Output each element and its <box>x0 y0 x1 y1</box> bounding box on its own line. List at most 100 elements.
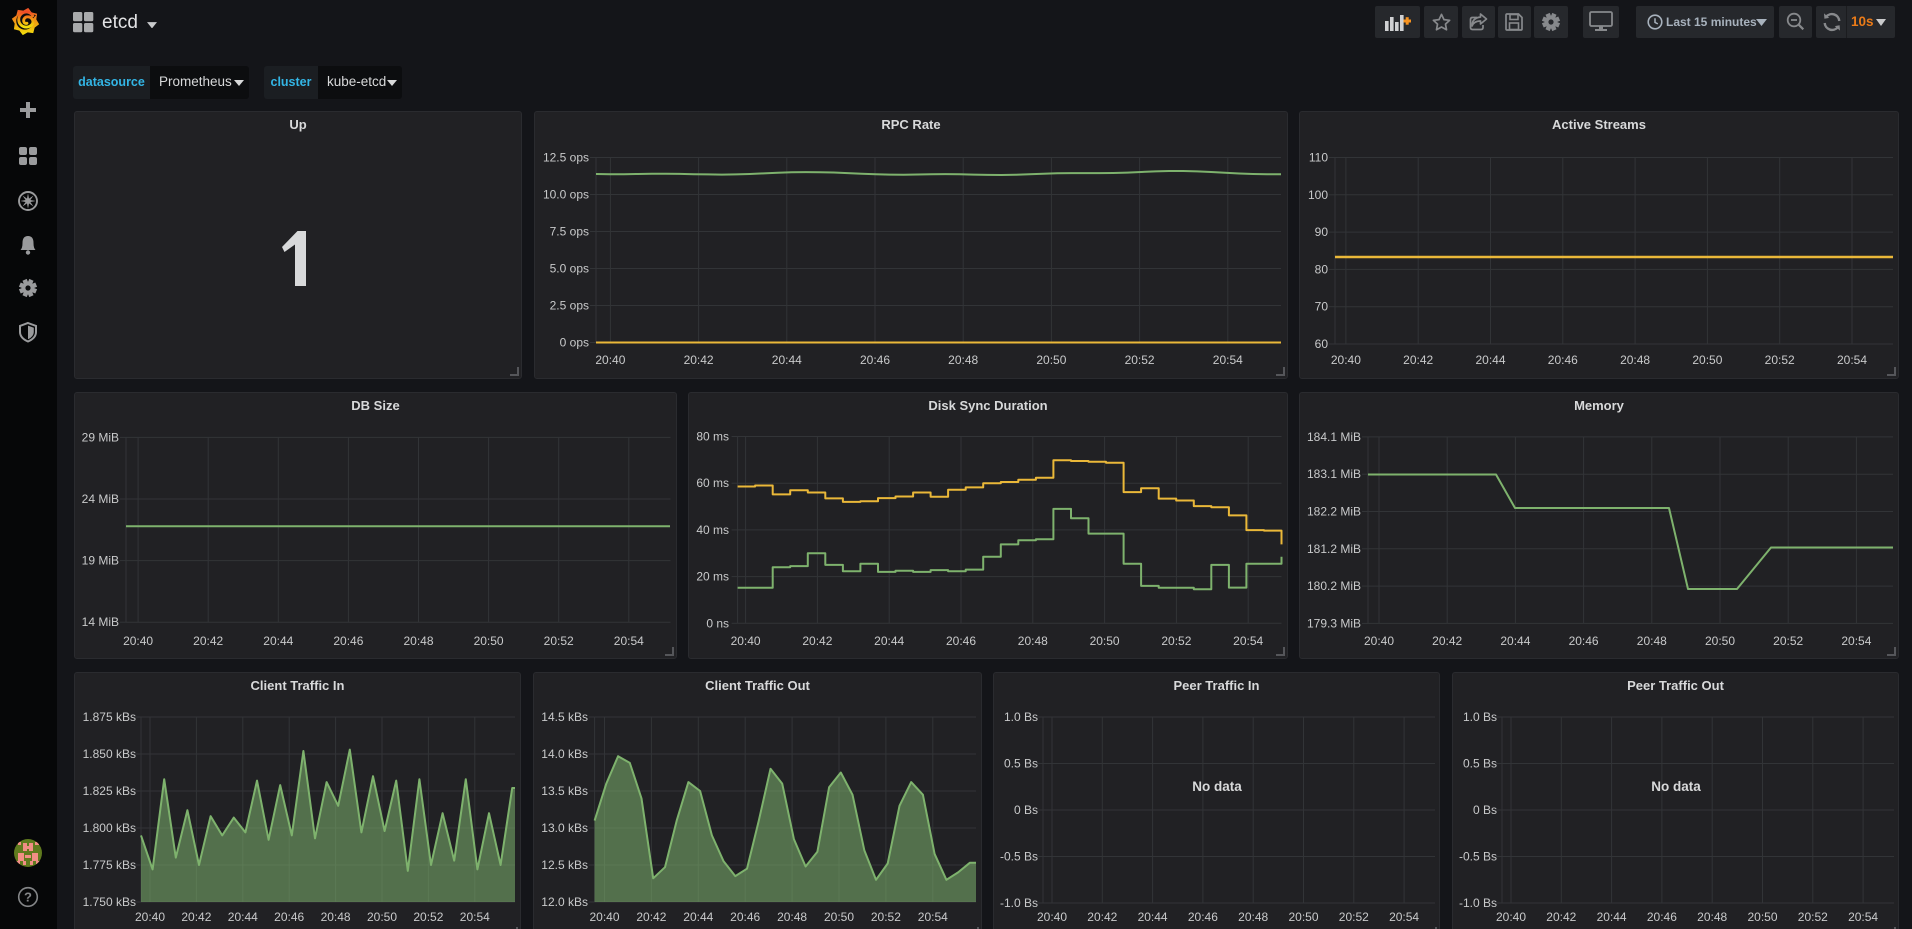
svg-text:20:52: 20:52 <box>1773 634 1803 648</box>
svg-text:20:46: 20:46 <box>1548 353 1578 367</box>
svg-text:20:40: 20:40 <box>1331 353 1361 367</box>
svg-text:20:50: 20:50 <box>824 910 854 924</box>
svg-text:20:46: 20:46 <box>1188 910 1218 924</box>
svg-text:20:40: 20:40 <box>1496 910 1526 924</box>
svg-text:0 Bs: 0 Bs <box>1473 803 1497 817</box>
svg-text:-1.0 Bs: -1.0 Bs <box>1459 896 1497 910</box>
svg-text:20:54: 20:54 <box>1233 634 1263 648</box>
svg-text:20:40: 20:40 <box>135 910 165 924</box>
svg-text:20:52: 20:52 <box>871 910 901 924</box>
svg-text:1.775 kBs: 1.775 kBs <box>83 858 136 872</box>
svg-text:20:44: 20:44 <box>1138 910 1168 924</box>
svg-text:1.0 Bs: 1.0 Bs <box>1463 710 1497 724</box>
svg-text:No data: No data <box>1192 779 1242 794</box>
svg-text:20:50: 20:50 <box>1036 353 1066 367</box>
svg-text:-0.5 Bs: -0.5 Bs <box>1000 850 1038 864</box>
svg-text:20:42: 20:42 <box>684 353 714 367</box>
svg-text:20:44: 20:44 <box>874 634 904 648</box>
svg-text:20:46: 20:46 <box>1647 910 1677 924</box>
svg-text:179.3 MiB: 179.3 MiB <box>1307 616 1361 630</box>
svg-text:12.0 kBs: 12.0 kBs <box>541 895 588 909</box>
svg-text:20:50: 20:50 <box>1692 353 1722 367</box>
svg-text:180.2 MiB: 180.2 MiB <box>1307 579 1361 593</box>
svg-text:20:50: 20:50 <box>1747 910 1777 924</box>
svg-text:20:54: 20:54 <box>614 634 644 648</box>
svg-text:20:48: 20:48 <box>777 910 807 924</box>
svg-text:20:52: 20:52 <box>1765 353 1795 367</box>
svg-text:181.2 MiB: 181.2 MiB <box>1307 542 1361 556</box>
svg-text:2.5 ops: 2.5 ops <box>550 299 589 313</box>
svg-text:20:42: 20:42 <box>1403 353 1433 367</box>
svg-text:20:50: 20:50 <box>1288 910 1318 924</box>
svg-text:20:42: 20:42 <box>636 910 666 924</box>
svg-text:20:44: 20:44 <box>263 634 293 648</box>
svg-text:12.5 ops: 12.5 ops <box>543 151 589 165</box>
svg-text:20:40: 20:40 <box>731 634 761 648</box>
svg-text:20:48: 20:48 <box>403 634 433 648</box>
svg-text:0 Bs: 0 Bs <box>1014 803 1038 817</box>
svg-text:7.5 ops: 7.5 ops <box>550 225 589 239</box>
svg-text:20:48: 20:48 <box>1637 634 1667 648</box>
svg-text:20 ms: 20 ms <box>696 570 729 584</box>
svg-text:20:44: 20:44 <box>772 353 802 367</box>
svg-text:100: 100 <box>1308 188 1328 202</box>
svg-text:-0.5 Bs: -0.5 Bs <box>1459 850 1497 864</box>
svg-text:70: 70 <box>1315 300 1329 314</box>
svg-text:20:42: 20:42 <box>1087 910 1117 924</box>
svg-text:60 ms: 60 ms <box>696 476 729 490</box>
svg-text:1.800 kBs: 1.800 kBs <box>83 821 136 835</box>
svg-text:20:54: 20:54 <box>1848 910 1878 924</box>
svg-text:20:44: 20:44 <box>1475 353 1505 367</box>
svg-text:20:46: 20:46 <box>333 634 363 648</box>
svg-text:1.0 Bs: 1.0 Bs <box>1004 710 1038 724</box>
svg-text:20:40: 20:40 <box>1364 634 1394 648</box>
svg-text:20:46: 20:46 <box>946 634 976 648</box>
svg-text:20:48: 20:48 <box>948 353 978 367</box>
svg-text:20:52: 20:52 <box>413 910 443 924</box>
svg-text:20:40: 20:40 <box>1037 910 1067 924</box>
svg-text:20:52: 20:52 <box>1798 910 1828 924</box>
svg-text:20:48: 20:48 <box>1018 634 1048 648</box>
svg-text:5.0 ops: 5.0 ops <box>550 262 589 276</box>
svg-text:12.5 kBs: 12.5 kBs <box>541 858 588 872</box>
svg-text:183.1 MiB: 183.1 MiB <box>1307 467 1361 481</box>
svg-text:20:54: 20:54 <box>1389 910 1419 924</box>
svg-text:20:52: 20:52 <box>1339 910 1369 924</box>
svg-text:1.850 kBs: 1.850 kBs <box>83 747 136 761</box>
svg-text:0.5 Bs: 0.5 Bs <box>1004 757 1038 771</box>
svg-text:0.5 Bs: 0.5 Bs <box>1463 757 1497 771</box>
svg-text:20:46: 20:46 <box>730 910 760 924</box>
svg-text:20:54: 20:54 <box>1841 634 1871 648</box>
svg-text:1.750 kBs: 1.750 kBs <box>83 895 136 909</box>
svg-text:20:50: 20:50 <box>1090 634 1120 648</box>
svg-text:20:42: 20:42 <box>181 910 211 924</box>
svg-text:184.1 MiB: 184.1 MiB <box>1307 430 1361 444</box>
svg-text:20:50: 20:50 <box>1705 634 1735 648</box>
svg-text:20:40: 20:40 <box>123 634 153 648</box>
svg-text:20:54: 20:54 <box>918 910 948 924</box>
svg-text:14 MiB: 14 MiB <box>82 615 119 629</box>
svg-text:20:46: 20:46 <box>274 910 304 924</box>
svg-text:13.0 kBs: 13.0 kBs <box>541 821 588 835</box>
svg-text:14.5 kBs: 14.5 kBs <box>541 710 588 724</box>
svg-text:20:48: 20:48 <box>321 910 351 924</box>
svg-text:20:48: 20:48 <box>1697 910 1727 924</box>
svg-text:60: 60 <box>1315 337 1329 351</box>
svg-text:20:54: 20:54 <box>460 910 490 924</box>
svg-text:10.0 ops: 10.0 ops <box>543 188 589 202</box>
svg-text:20:50: 20:50 <box>367 910 397 924</box>
svg-text:29 MiB: 29 MiB <box>82 430 119 444</box>
svg-text:20:48: 20:48 <box>1238 910 1268 924</box>
svg-text:20:54: 20:54 <box>1837 353 1867 367</box>
svg-text:20:42: 20:42 <box>802 634 832 648</box>
svg-text:20:40: 20:40 <box>589 910 619 924</box>
svg-text:1.875 kBs: 1.875 kBs <box>83 710 136 724</box>
svg-text:40 ms: 40 ms <box>696 523 729 537</box>
svg-text:20:46: 20:46 <box>1569 634 1599 648</box>
svg-text:110: 110 <box>1309 151 1328 165</box>
svg-text:20:50: 20:50 <box>474 634 504 648</box>
svg-text:20:44: 20:44 <box>228 910 258 924</box>
svg-text:20:42: 20:42 <box>1546 910 1576 924</box>
svg-text:20:54: 20:54 <box>1213 353 1243 367</box>
svg-text:20:48: 20:48 <box>1620 353 1650 367</box>
